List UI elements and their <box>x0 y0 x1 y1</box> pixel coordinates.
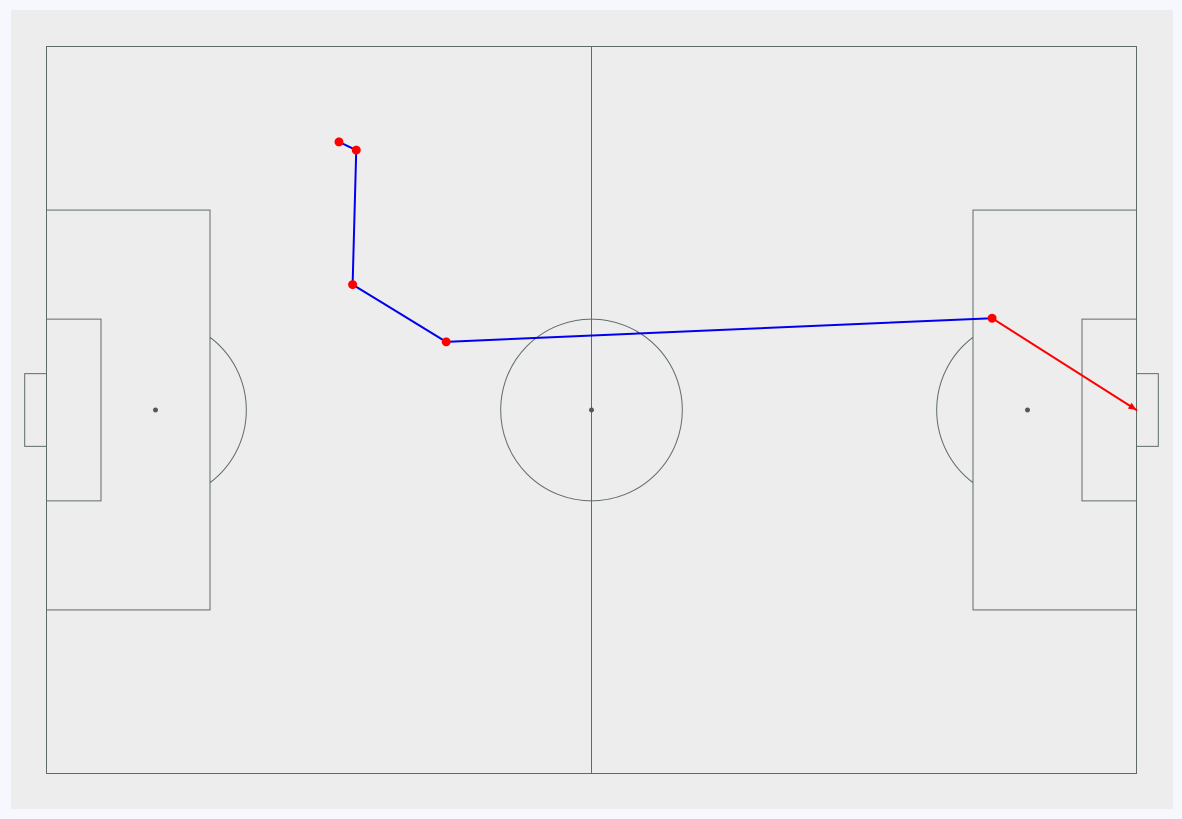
left-penalty-spot <box>153 407 158 413</box>
right-penalty-area <box>972 209 1137 611</box>
right-goal <box>1136 373 1159 447</box>
right-six-yard-box <box>1081 318 1137 502</box>
pass-line-4 <box>445 317 994 343</box>
pass-line-2 <box>351 149 358 286</box>
centre-circle <box>500 318 683 502</box>
left-penalty-arc <box>209 336 247 484</box>
event-markers <box>334 137 997 347</box>
left-goal <box>24 373 47 447</box>
pitch-panel <box>11 10 1173 809</box>
pitch-markings <box>24 46 1159 774</box>
left-six-yard-box <box>46 318 102 502</box>
shot-arrowhead <box>1127 402 1137 410</box>
pass-line-3 <box>351 283 448 343</box>
right-penalty-arc <box>936 336 974 484</box>
left-penalty-area <box>46 209 211 611</box>
centre-spot <box>589 407 594 413</box>
event-sequence <box>337 140 1138 411</box>
right-penalty-spot <box>1025 407 1030 413</box>
event-marker-5 <box>987 313 997 323</box>
event-marker-2 <box>351 145 361 155</box>
event-marker-3 <box>348 280 358 290</box>
pitch-map <box>24 46 1159 774</box>
event-marker-4 <box>441 337 451 347</box>
event-marker-1 <box>334 137 344 147</box>
shot-line-5 <box>991 317 1138 411</box>
